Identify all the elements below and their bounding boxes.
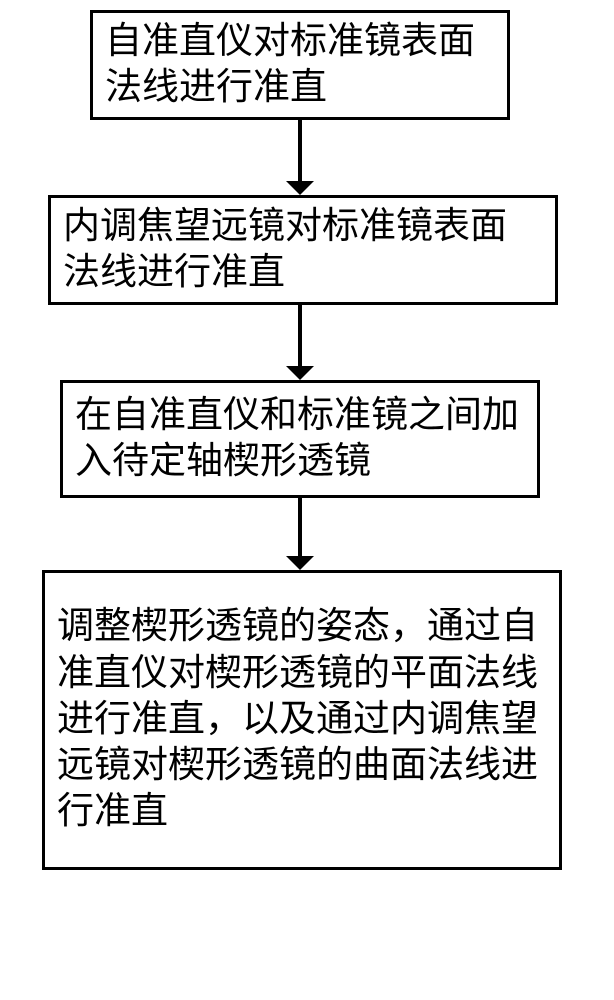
flow-node-n1: 自准直仪对标准镜表面法线进行准直	[90, 10, 510, 120]
flow-node-text: 在自准直仪和标准镜之间加入待定轴楔形透镜	[75, 393, 525, 486]
flow-node-n2: 内调焦望远镜对标准镜表面法线进行准直	[48, 195, 558, 305]
flow-edge-arrowhead	[286, 556, 314, 570]
flow-node-text: 自准直仪对标准镜表面法线进行准直	[105, 19, 495, 112]
flow-edge-shaft	[298, 120, 302, 181]
flow-edge-shaft	[298, 305, 302, 366]
flow-edge-shaft	[298, 498, 302, 556]
flow-node-text: 调整楔形透镜的姿态，通过自准直仪对楔形透镜的平面法线进行准直，以及通过内调焦望远…	[57, 604, 547, 835]
flow-node-text: 内调焦望远镜对标准镜表面法线进行准直	[63, 204, 543, 297]
flow-edge-arrowhead	[286, 181, 314, 195]
flow-node-n4: 调整楔形透镜的姿态，通过自准直仪对楔形透镜的平面法线进行准直，以及通过内调焦望远…	[42, 570, 562, 870]
flow-edge-arrowhead	[286, 366, 314, 380]
flow-node-n3: 在自准直仪和标准镜之间加入待定轴楔形透镜	[60, 380, 540, 498]
